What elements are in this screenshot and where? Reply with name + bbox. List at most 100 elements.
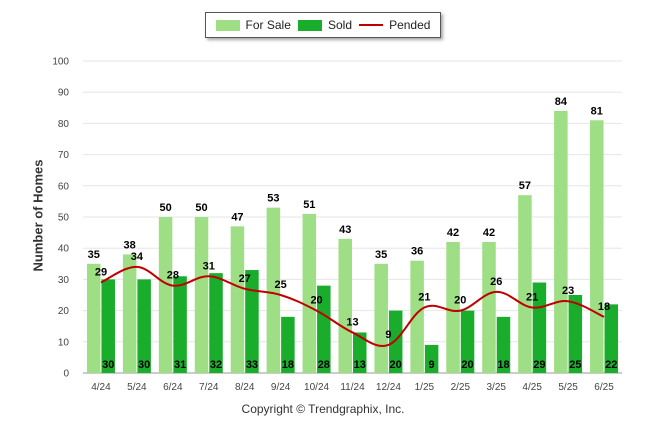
label-for-sale: 53 [267,193,279,205]
bar-for-sale [518,195,532,373]
x-tick-label: 7/24 [199,382,219,393]
label-for-sale: 36 [411,246,423,258]
y-tick-label-70: 70 [58,150,70,161]
bar-for-sale [158,217,173,373]
label-for-sale: 35 [88,249,100,261]
bar-for-sale [302,213,317,373]
label-sold: 32 [210,359,222,371]
legend-label-pended: Pended [389,18,431,32]
label-pended: 31 [203,260,215,272]
bar-for-sale [554,110,568,374]
for-sale-swatch [215,19,240,31]
label-pended: 34 [131,251,144,263]
y-tick-label-90: 90 [58,88,70,99]
label-for-sale: 43 [339,224,351,236]
bar-for-sale [122,254,137,373]
label-pended: 28 [167,270,179,282]
bar-for-sale [86,263,101,373]
bar-sold [101,279,115,373]
label-sold: 13 [354,359,366,371]
label-pended: 13 [346,316,358,328]
bar-sold [532,282,547,373]
label-for-sale: 81 [591,105,603,117]
bar-for-sale [374,263,388,373]
bar-sold [460,310,475,373]
legend: For Sale Sold Pended [205,12,441,38]
y-tick-label-60: 60 [58,181,70,192]
bar-for-sale [230,226,245,373]
grid-lines [83,60,622,374]
x-tick-label: 10/24 [304,382,329,393]
x-tick-label: 5/25 [558,382,578,393]
label-sold: 18 [497,359,509,371]
legend-label-for-sale: For Sale [245,18,291,32]
bar-for-sale [194,217,209,373]
label-pended: 25 [275,279,287,291]
label-sold: 25 [569,359,581,371]
legend-item-for-sale[interactable]: For Sale [215,18,291,32]
label-pended: 18 [598,301,610,313]
label-pended: 20 [310,295,322,307]
bar-sold [209,273,223,373]
bar-for-sale [482,241,496,373]
x-tick-label: 6/24 [163,382,183,393]
x-tick-label: 8/24 [235,382,255,393]
legend-item-pended[interactable]: Pended [359,18,430,32]
label-sold: 30 [138,359,150,371]
label-sold: 20 [461,359,473,371]
bar-sold [281,316,295,373]
y-tick-label-30: 30 [58,275,70,286]
data-labels: 35 30 38 30 50 31 50 32 47 33 53 18 51 28 43 13 35 20 36 9 4… [88,96,618,371]
label-for-sale: 57 [519,180,531,192]
pended-series-line [100,265,605,347]
sold-swatch [297,19,322,31]
bar-sold [245,270,259,373]
label-sold: 29 [533,359,545,371]
label-for-sale: 42 [447,227,459,239]
label-sold: 22 [605,359,617,371]
bar-for-sale [446,241,460,373]
label-for-sale: 42 [483,227,495,239]
bar-sold [568,295,583,373]
bar-for-sale [410,260,424,373]
x-tick-label: 2/25 [451,382,471,393]
label-sold: 31 [174,359,186,371]
label-sold: 20 [390,359,402,371]
label-sold: 33 [246,359,258,371]
x-tick-label: 4/25 [522,382,542,393]
label-pended: 21 [418,291,430,303]
y-tick-labels: 0 10 20 30 40 50 60 70 80 90 100 [52,57,69,380]
label-pended: 23 [562,285,574,297]
y-tick-label-0: 0 [63,369,69,380]
legend-item-sold[interactable]: Sold [297,18,352,32]
label-pended: 9 [385,329,391,341]
label-sold: 28 [318,359,330,371]
pended-swatch [359,24,384,26]
label-for-sale: 50 [159,202,171,214]
y-tick-label-50: 50 [58,213,70,224]
bars [86,110,619,374]
label-pended: 29 [95,267,107,279]
label-pended: 20 [454,295,466,307]
label-for-sale: 47 [231,211,243,223]
bar-sold [388,310,403,373]
x-tick-label: 1/25 [415,382,435,393]
x-tick-label: 9/24 [271,382,291,393]
x-tick-label: 4/24 [91,382,111,393]
bar-for-sale [338,238,352,373]
bar-sold [604,304,619,373]
label-sold: 9 [429,359,435,371]
bar-for-sale [590,120,604,373]
y-tick-label-100: 100 [52,57,69,68]
bar-sold [496,316,511,373]
label-pended: 26 [490,276,502,288]
x-tick-label: 3/25 [486,382,506,393]
label-for-sale: 51 [303,199,315,211]
label-pended: 27 [239,273,251,285]
bar-sold [424,344,439,373]
label-for-sale: 38 [124,239,136,251]
bar-sold [137,279,151,373]
x-tick-label: 5/24 [127,382,147,393]
x-tick-label: 12/24 [376,382,401,393]
y-tick-label-10: 10 [58,337,70,348]
